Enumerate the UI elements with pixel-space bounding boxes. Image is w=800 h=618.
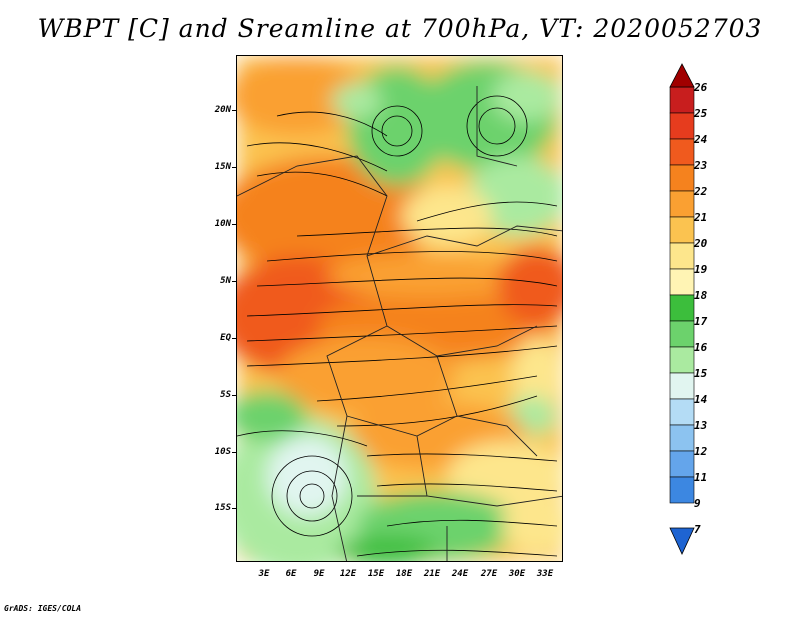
colorbar-swatch (669, 268, 695, 296)
lat-tick (232, 395, 236, 396)
colorbar-label-18: 18 (694, 289, 708, 302)
colorbar-label-12: 12 (694, 445, 708, 458)
colorbar-top-arrow (669, 63, 695, 88)
lon-label-30e: 30E (508, 569, 526, 579)
colorbar-swatch (669, 86, 695, 114)
lon-label-24e: 24E (451, 569, 469, 579)
lat-label-5s: 5S (220, 390, 231, 400)
colorbar-label-23: 23 (694, 159, 708, 172)
lon-label-12e: 12E (339, 569, 357, 579)
colorbar-swatch (669, 450, 695, 478)
lat-tick (232, 167, 236, 168)
colorbar (669, 63, 695, 555)
colorbar-label-26: 26 (694, 81, 708, 94)
colorbar-swatch (669, 476, 695, 504)
colorbar-swatch (669, 320, 695, 348)
country-borders (237, 86, 562, 561)
colorbar-swatch (669, 112, 695, 140)
colorbar-swatch (669, 424, 695, 452)
colorbar-swatch (669, 164, 695, 192)
lon-label-9e: 9E (313, 569, 325, 579)
colorbar-label-7: 7 (694, 523, 701, 536)
colorbar-label-11: 11 (694, 471, 708, 484)
colorbar-swatches (669, 86, 695, 504)
lon-label-3e: 3E (258, 569, 270, 579)
streamlines (237, 95, 558, 557)
colorbar-label-24: 24 (694, 133, 708, 146)
lat-tick (232, 110, 236, 111)
lon-label-27e: 27E (480, 569, 498, 579)
colorbar-label-22: 22 (694, 185, 708, 198)
colorbar-label-15: 15 (694, 367, 708, 380)
colorbar-label-9: 9 (694, 497, 701, 510)
colorbar-label-21: 21 (694, 211, 708, 224)
lat-label-10n: 10N (214, 219, 231, 229)
lat-label-20n: 20N (214, 105, 231, 115)
lat-label-10s: 10S (214, 447, 231, 457)
lat-tick (232, 224, 236, 225)
colorbar-label-13: 13 (694, 419, 708, 432)
colorbar-swatch (669, 398, 695, 426)
lat-label-5n: 5N (220, 276, 231, 286)
chart-title: WBPT [C] and Sreamline at 700hPa, VT: 20… (37, 14, 763, 43)
colorbar-label-19: 19 (694, 263, 708, 276)
map-panel (236, 55, 563, 562)
colorbar-swatch (669, 138, 695, 166)
lat-tick (232, 281, 236, 282)
lon-label-6e: 6E (285, 569, 297, 579)
colorbar-swatch (669, 346, 695, 374)
lon-label-18e: 18E (395, 569, 413, 579)
colorbar-swatch (669, 216, 695, 244)
colorbar-swatch (669, 190, 695, 218)
lat-label-15s: 15S (214, 503, 231, 513)
grads-credit: GrADS: IGES/COLA (4, 604, 82, 613)
lon-label-15e: 15E (367, 569, 385, 579)
colorbar-bottom-arrow (669, 527, 695, 555)
colorbar-label-20: 20 (694, 237, 708, 250)
colorbar-label-16: 16 (694, 341, 708, 354)
colorbar-label-17: 17 (694, 315, 708, 328)
map-field (237, 56, 562, 561)
lat-label-15n: 15N (214, 162, 231, 172)
lat-tick (232, 508, 236, 509)
lat-label-eq: EQ (220, 333, 231, 343)
lon-label-33e: 33E (536, 569, 554, 579)
colorbar-swatch (669, 242, 695, 270)
colorbar-swatch (669, 294, 695, 322)
lon-label-21e: 21E (423, 569, 441, 579)
colorbar-label-25: 25 (694, 107, 708, 120)
lat-tick (232, 338, 236, 339)
colorbar-label-14: 14 (694, 393, 708, 406)
lat-tick (232, 452, 236, 453)
colorbar-swatch (669, 372, 695, 400)
